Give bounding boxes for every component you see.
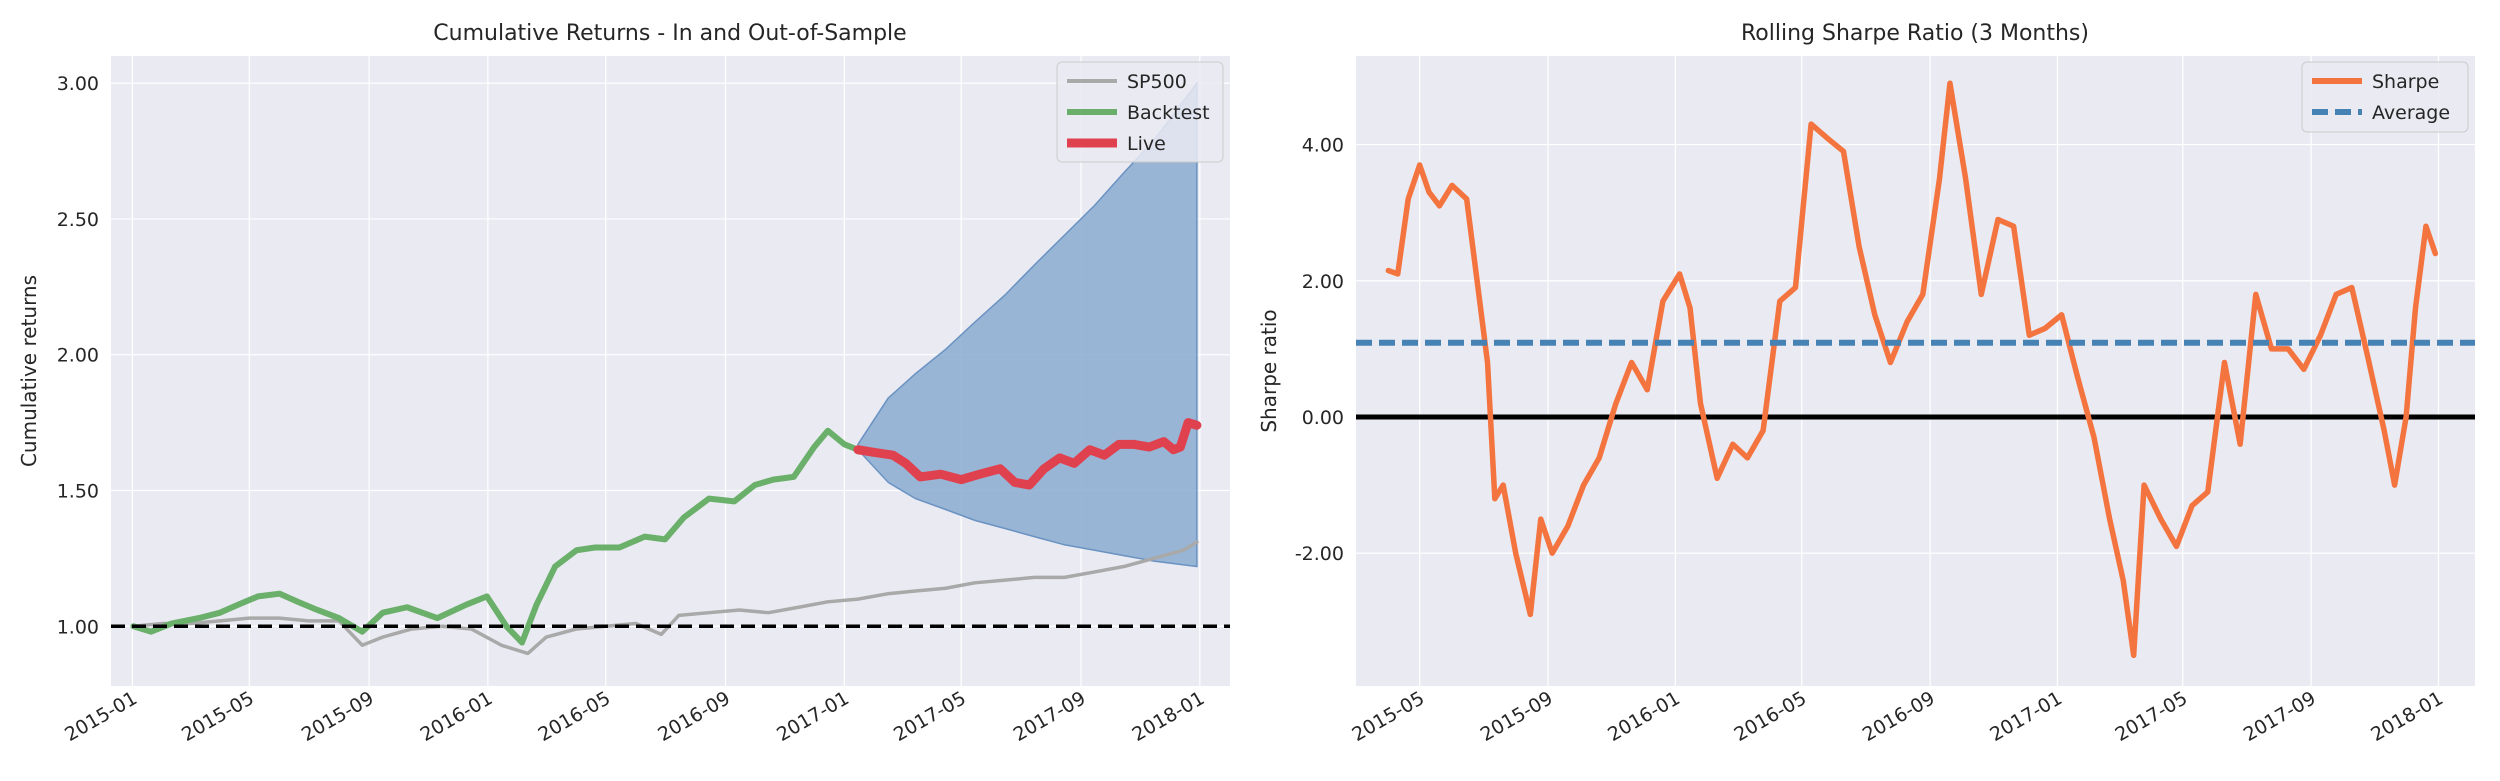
x-tick-label: 2015-09 (298, 687, 378, 746)
x-tick-label: 2017-09 (2240, 687, 2320, 746)
legend-label-backtest: Backtest (1127, 102, 1210, 124)
y-tick-label: 3.00 (57, 73, 99, 95)
y-axis-label: Sharpe ratio (1257, 309, 1281, 432)
y-tick-label: 2.00 (1302, 271, 1344, 293)
series-line-sharpe (1385, 80, 2439, 659)
legend-label-sp500: SP500 (1127, 71, 1187, 93)
series-line-backtest (130, 427, 861, 646)
y-tick-label: 2.00 (57, 345, 99, 367)
series-line-sp500 (131, 540, 1199, 656)
x-tick-label: 2017-01 (773, 687, 853, 746)
series-group (130, 418, 1202, 656)
x-tick-label: 2015-01 (61, 687, 141, 746)
y-axis-label: Cumulative returns (17, 275, 41, 467)
x-tick-label: 2017-09 (1010, 687, 1090, 746)
y-tick-label: 2.50 (57, 209, 99, 231)
x-tick-labels: 2015-05 2015-09 2016-01 2016-05 2016-09 2017-… (1348, 687, 2447, 746)
gridlines (111, 56, 1230, 686)
legend-box (1056, 61, 1224, 163)
y-tick-label: 1.00 (57, 616, 99, 638)
x-tick-label: 2015-05 (178, 687, 258, 746)
x-tick-label: 2017-01 (1986, 687, 2066, 746)
x-tick-label: 2017-05 (2111, 687, 2191, 746)
x-tick-label: 2018-01 (2367, 687, 2447, 746)
x-tick-label: 2016-09 (1859, 687, 1939, 746)
cumulative-returns-chart: 1.001.502.002.503.00 2015-01 2015-05 2015-… (17, 21, 1230, 746)
x-tick-label: 2016-05 (534, 687, 614, 746)
x-tick-labels: 2015-01 2015-05 2015-09 2016-01 2016-05 2016-… (61, 687, 1208, 746)
x-tick-label: 2016-01 (417, 687, 497, 746)
y-tick-labels: 1.00 1.50 2.00 2.50 3.00 (57, 73, 99, 638)
y-tick-label: -2.00 (1295, 543, 1344, 565)
x-tick-label: 2015-09 (1477, 687, 1557, 746)
x-tick-label: 2016-05 (1730, 687, 1810, 746)
x-tick-label: 2016-01 (1604, 687, 1684, 746)
rolling-sharpe-chart: -2.000.002.004.00 2015-05 2015-09 2016-01 2… (1257, 21, 2475, 746)
x-tick-label: 2015-05 (1348, 687, 1428, 746)
chart-title: Rolling Sharpe Ratio (3 Months) (1741, 21, 2089, 46)
x-tick-label: 2016-09 (654, 687, 734, 746)
y-tick-label: 1.50 (57, 480, 99, 502)
y-tick-label: 0.00 (1302, 407, 1344, 429)
legend-label-sharpe: Sharpe (2372, 71, 2439, 93)
series-line-live (853, 418, 1202, 490)
legend-label-average: Average (2372, 102, 2450, 124)
plot-area (1356, 56, 2475, 686)
y-tick-labels: -2.00 0.00 2.00 4.00 (1295, 135, 1344, 566)
legend: Sharpe Average (2301, 61, 2469, 133)
legend-label-live: Live (1127, 133, 1166, 155)
chart-title: Cumulative Returns - In and Out-of-Sampl… (433, 21, 906, 46)
legend: SP500 Backtest Live (1056, 61, 1224, 163)
y-tick-label: 4.00 (1302, 135, 1344, 157)
series-group (1356, 80, 2475, 659)
x-tick-label: 2017-05 (890, 687, 970, 746)
x-tick-label: 2018-01 (1129, 687, 1209, 746)
